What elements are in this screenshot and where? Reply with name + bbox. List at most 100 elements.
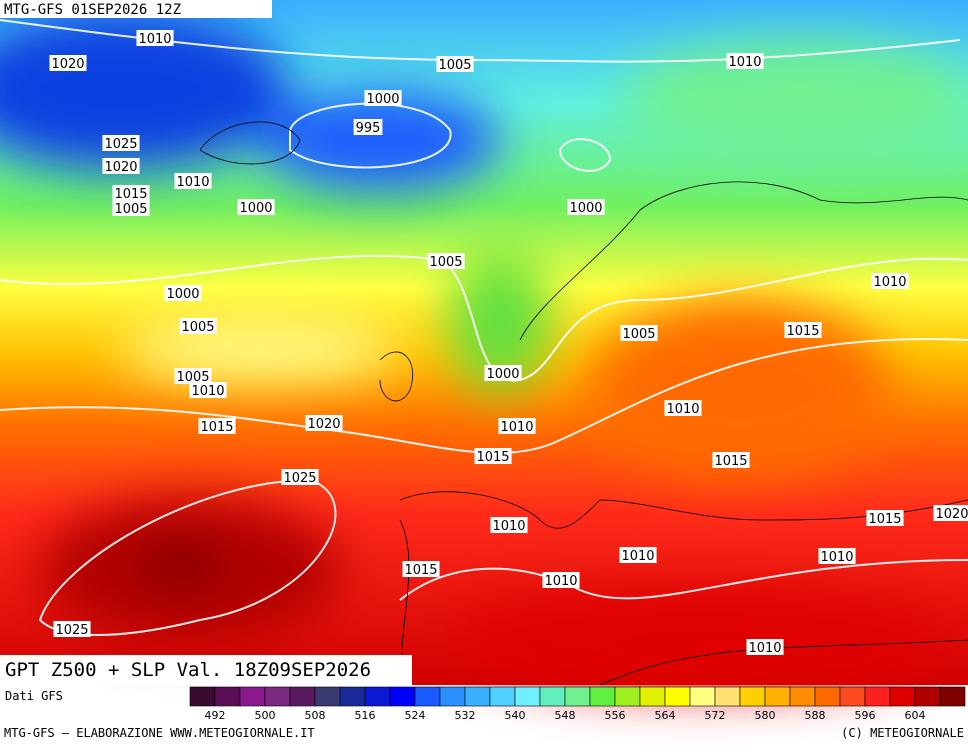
isobar-label: 1015 xyxy=(474,448,512,465)
legend-swatch xyxy=(689,686,716,707)
legend-swatch xyxy=(714,686,741,707)
legend-swatch xyxy=(339,686,366,707)
isobar-label-box xyxy=(664,400,702,416)
isobar-label-box xyxy=(179,318,217,334)
isobar-label: 1010 xyxy=(189,382,227,399)
isobar-label-text: 1010 xyxy=(748,641,781,656)
isobar-label-box xyxy=(620,325,658,341)
isobar-label-box xyxy=(136,30,174,46)
isobar-label-text: 1010 xyxy=(492,519,525,534)
isobar-label-box xyxy=(436,56,474,72)
isobar-label: 1010 xyxy=(136,30,174,47)
legend-swatch xyxy=(189,686,216,707)
isobar-label-box xyxy=(726,53,764,69)
isobar-label-box xyxy=(933,505,968,521)
legend-swatch xyxy=(664,686,691,707)
isobar-label-text: 1010 xyxy=(500,420,533,435)
isobar-label: 995 xyxy=(353,119,383,136)
caption-box xyxy=(0,655,412,685)
legend-swatch xyxy=(289,686,316,707)
map-caption: GPT Z500 + SLP Val. 18Z09SEP2026 xyxy=(5,659,371,681)
isobar-label: 1010 xyxy=(664,400,702,417)
isobar-label-text: 1000 xyxy=(569,201,602,216)
isobar-label-text: 1025 xyxy=(55,623,88,638)
isobar-label-text: 1025 xyxy=(104,137,137,152)
isobar-label-box xyxy=(281,469,319,485)
legend-swatch xyxy=(389,686,416,707)
isobar-label: 1020 xyxy=(305,415,343,432)
isobar-label-box xyxy=(353,119,383,135)
isobar-label: 1010 xyxy=(818,548,856,565)
isobar-label-box xyxy=(484,365,522,381)
isobar-label-box xyxy=(567,199,605,215)
isobar-label-text: 1010 xyxy=(176,175,209,190)
isobar-label-text: 1020 xyxy=(104,160,137,175)
isobar-label: 1015 xyxy=(712,452,750,469)
legend-label: 508 xyxy=(305,709,326,722)
legend-label: 596 xyxy=(855,709,876,722)
legend-label: 532 xyxy=(455,709,476,722)
isobar-label-box xyxy=(866,510,904,526)
isobar-label-box xyxy=(498,418,536,434)
isobar-label-text: 1005 xyxy=(114,202,147,217)
legend-swatch xyxy=(864,686,891,707)
isobar-label: 1000 xyxy=(164,285,202,302)
legend-label: 588 xyxy=(805,709,826,722)
isobar-label: 1000 xyxy=(567,199,605,216)
isobar-label: 1025 xyxy=(281,469,319,486)
isobar-label-box xyxy=(871,273,909,289)
isobar-label-text: 1015 xyxy=(786,324,819,339)
legend-swatch xyxy=(939,686,966,707)
isobar-label-text: 1010 xyxy=(728,55,761,70)
isobar-label-text: 1005 xyxy=(622,327,655,342)
isobar-label-text: 1010 xyxy=(873,275,906,290)
isobar-label-box xyxy=(102,135,140,151)
isobar-label-box xyxy=(364,90,402,106)
legend-swatch xyxy=(264,686,291,707)
legend-swatch xyxy=(239,686,266,707)
isobar-label: 1020 xyxy=(933,505,968,522)
isobar-label-box xyxy=(53,621,91,637)
isobar-label: 1010 xyxy=(746,639,784,656)
isobar-label-box xyxy=(49,55,87,71)
footer-left: MTG-GFS – ELABORAZIONE WWW.METEOGIORNALE… xyxy=(4,726,315,740)
isobar-label: 1010 xyxy=(871,273,909,290)
isobar-label-box xyxy=(712,452,750,468)
isobar-label-text: 1015 xyxy=(404,563,437,578)
isobar-label-box xyxy=(112,185,150,201)
legend-swatch xyxy=(814,686,841,707)
footer-right: (C) METEOGIORNALE xyxy=(841,726,964,740)
isobar-label-box xyxy=(237,199,275,215)
isobar-label: 1015 xyxy=(866,510,904,527)
legend-label: 500 xyxy=(255,709,276,722)
header-box xyxy=(0,0,272,18)
legend-label: 516 xyxy=(355,709,376,722)
isobar-label-text: 1020 xyxy=(935,507,968,522)
isobar-label-text: 1005 xyxy=(438,58,471,73)
isobar-label-box xyxy=(102,158,140,174)
isobar-label: 1015 xyxy=(112,185,150,202)
legend-swatch xyxy=(789,686,816,707)
legend-label: 492 xyxy=(205,709,226,722)
isobar-label: 1015 xyxy=(784,322,822,339)
legend-swatch xyxy=(539,686,566,707)
legend-swatch xyxy=(639,686,666,707)
isobar-label-text: 1010 xyxy=(666,402,699,417)
isobar-label: 1020 xyxy=(49,55,87,72)
isobar-label-box xyxy=(305,415,343,431)
legend-swatch xyxy=(414,686,441,707)
legend-label: 604 xyxy=(905,709,926,722)
legend-label: 572 xyxy=(705,709,726,722)
isobar-label-box xyxy=(198,418,236,434)
isobar-label-box xyxy=(474,448,512,464)
isobar-label-text: 1010 xyxy=(820,550,853,565)
color-legend: 492 500 508 516 524 532 540 548 556 564 572 580 588 5… xyxy=(189,686,966,722)
isobar-label-text: 1000 xyxy=(486,367,519,382)
legend-swatch xyxy=(839,686,866,707)
legend-label: 556 xyxy=(605,709,626,722)
legend-label: 548 xyxy=(555,709,576,722)
isobar-label: 1015 xyxy=(198,418,236,435)
isobar-label-text: 1015 xyxy=(476,450,509,465)
